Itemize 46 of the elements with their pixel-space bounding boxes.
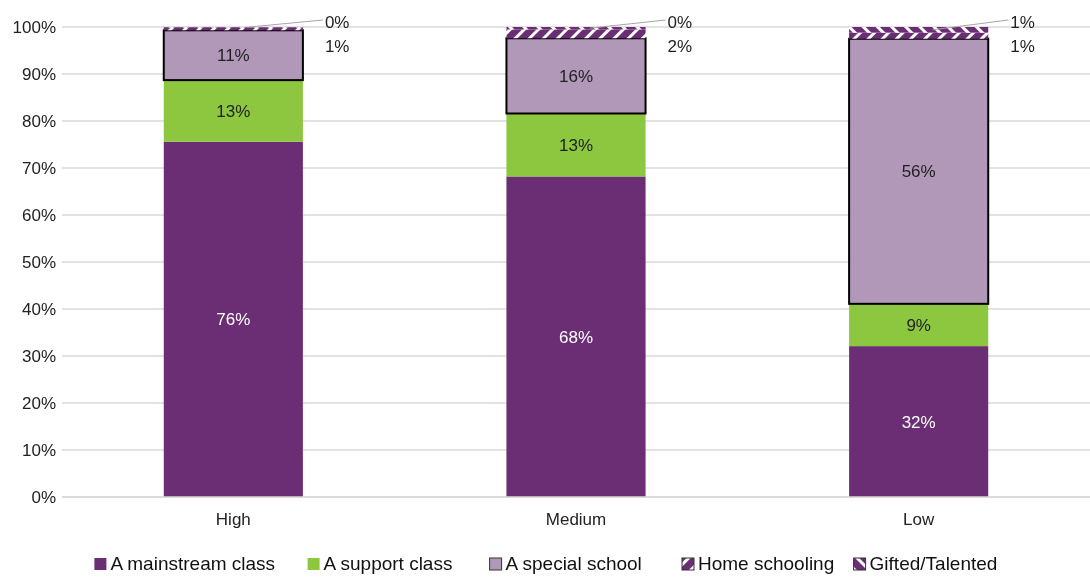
data-label: 13%: [558, 135, 594, 155]
bar: [163, 80, 303, 142]
data-label: 1%: [1010, 12, 1035, 32]
y-tick-label: 100%: [12, 17, 56, 37]
bar: [848, 37, 990, 305]
y-tick-label: 20%: [21, 393, 56, 413]
data-label: 13%: [216, 101, 251, 121]
bar: [849, 27, 989, 33]
x-tick-label: Medium: [545, 510, 607, 529]
bar: [506, 29, 646, 39]
bar: [849, 303, 989, 347]
y-tick-label: 30%: [21, 346, 56, 366]
data-label: 68%: [558, 327, 594, 347]
x-tick-label: Low: [903, 510, 935, 529]
legend-label: Home schooling: [698, 553, 835, 574]
legend-label: Gifted/Talented: [869, 553, 998, 574]
data-label: 76%: [216, 310, 251, 330]
legend-label: A mainstream class: [110, 553, 276, 574]
data-label: 11%: [216, 46, 250, 66]
y-tick-label: 10%: [21, 440, 56, 460]
bar: [163, 141, 303, 497]
y-tick-label: 0%: [31, 487, 56, 507]
y-tick-label: 70%: [21, 158, 56, 178]
data-label: 1%: [1010, 36, 1035, 56]
data-label: 56%: [901, 162, 936, 182]
data-label: 9%: [906, 315, 931, 335]
x-tick-label: High: [215, 510, 251, 529]
y-tick-label: 80%: [21, 111, 56, 131]
y-tick-label: 40%: [21, 299, 56, 319]
y-tick-label: 90%: [21, 64, 56, 84]
legend-label: A special school: [505, 553, 642, 574]
legend-label: A support class: [323, 553, 453, 574]
data-label: 32%: [901, 412, 936, 432]
y-tick-label: 50%: [21, 252, 56, 272]
data-label: 16%: [558, 66, 594, 86]
bar: [506, 176, 646, 497]
bar: [849, 32, 989, 39]
data-label: 1%: [324, 36, 350, 56]
data-label: 2%: [667, 36, 693, 56]
bar: [506, 113, 646, 177]
bar: [162, 29, 304, 82]
data-label: 0%: [324, 12, 350, 32]
y-tick-label: 60%: [21, 205, 56, 225]
bar: [849, 346, 989, 497]
data-label: 0%: [667, 12, 693, 32]
bar: [505, 37, 647, 115]
